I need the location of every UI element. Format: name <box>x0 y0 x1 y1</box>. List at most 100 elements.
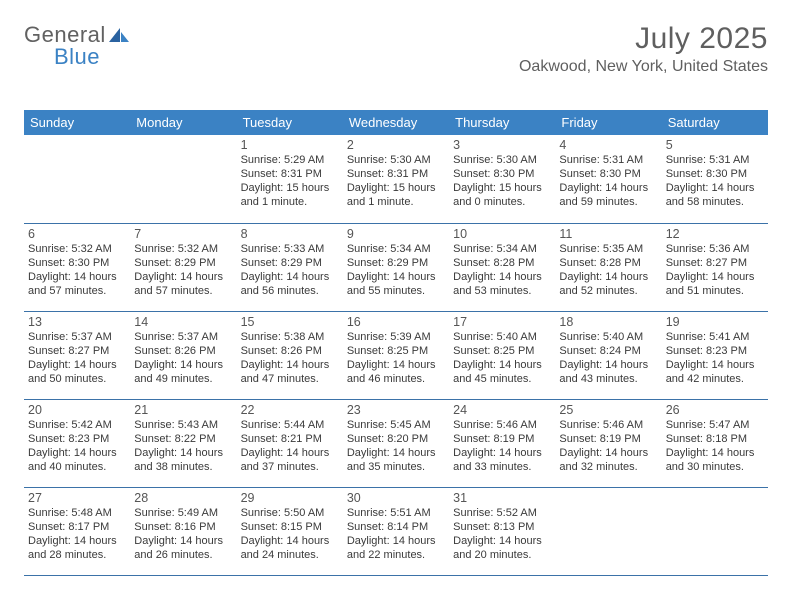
calendar-day-cell: 22Sunrise: 5:44 AMSunset: 8:21 PMDayligh… <box>237 399 343 487</box>
day-number: 11 <box>559 227 657 241</box>
calendar-day-cell: 27Sunrise: 5:48 AMSunset: 8:17 PMDayligh… <box>24 487 130 575</box>
day-number: 2 <box>347 138 445 152</box>
day-detail: Sunrise: 5:39 AMSunset: 8:25 PMDaylight:… <box>347 330 445 386</box>
day-number: 27 <box>28 491 126 505</box>
calendar-day-cell: 14Sunrise: 5:37 AMSunset: 8:26 PMDayligh… <box>130 311 236 399</box>
calendar-day-cell: 4Sunrise: 5:31 AMSunset: 8:30 PMDaylight… <box>555 135 661 223</box>
day-number: 13 <box>28 315 126 329</box>
calendar-week-row: 27Sunrise: 5:48 AMSunset: 8:17 PMDayligh… <box>24 487 768 575</box>
day-header: Tuesday <box>237 110 343 135</box>
calendar-day-cell: 25Sunrise: 5:46 AMSunset: 8:19 PMDayligh… <box>555 399 661 487</box>
day-number: 15 <box>241 315 339 329</box>
day-number: 30 <box>347 491 445 505</box>
day-number: 4 <box>559 138 657 152</box>
day-number: 6 <box>28 227 126 241</box>
calendar-day-cell: 30Sunrise: 5:51 AMSunset: 8:14 PMDayligh… <box>343 487 449 575</box>
day-detail: Sunrise: 5:37 AMSunset: 8:27 PMDaylight:… <box>28 330 126 386</box>
calendar-day-cell: 16Sunrise: 5:39 AMSunset: 8:25 PMDayligh… <box>343 311 449 399</box>
day-number: 23 <box>347 403 445 417</box>
calendar-day-cell <box>130 135 236 223</box>
day-detail: Sunrise: 5:37 AMSunset: 8:26 PMDaylight:… <box>134 330 232 386</box>
day-detail: Sunrise: 5:49 AMSunset: 8:16 PMDaylight:… <box>134 506 232 562</box>
day-number: 26 <box>666 403 764 417</box>
calendar-day-cell: 6Sunrise: 5:32 AMSunset: 8:30 PMDaylight… <box>24 223 130 311</box>
calendar-day-cell <box>555 487 661 575</box>
day-number: 22 <box>241 403 339 417</box>
day-number: 8 <box>241 227 339 241</box>
calendar-day-cell: 26Sunrise: 5:47 AMSunset: 8:18 PMDayligh… <box>662 399 768 487</box>
calendar-day-cell: 17Sunrise: 5:40 AMSunset: 8:25 PMDayligh… <box>449 311 555 399</box>
calendar-day-cell: 21Sunrise: 5:43 AMSunset: 8:22 PMDayligh… <box>130 399 236 487</box>
day-header: Sunday <box>24 110 130 135</box>
day-detail: Sunrise: 5:50 AMSunset: 8:15 PMDaylight:… <box>241 506 339 562</box>
day-header: Saturday <box>662 110 768 135</box>
calendar-day-cell: 11Sunrise: 5:35 AMSunset: 8:28 PMDayligh… <box>555 223 661 311</box>
day-detail: Sunrise: 5:32 AMSunset: 8:29 PMDaylight:… <box>134 242 232 298</box>
calendar-day-cell: 15Sunrise: 5:38 AMSunset: 8:26 PMDayligh… <box>237 311 343 399</box>
day-detail: Sunrise: 5:51 AMSunset: 8:14 PMDaylight:… <box>347 506 445 562</box>
calendar-day-cell: 2Sunrise: 5:30 AMSunset: 8:31 PMDaylight… <box>343 135 449 223</box>
day-header: Monday <box>130 110 236 135</box>
day-detail: Sunrise: 5:40 AMSunset: 8:25 PMDaylight:… <box>453 330 551 386</box>
calendar-day-cell: 31Sunrise: 5:52 AMSunset: 8:13 PMDayligh… <box>449 487 555 575</box>
day-number: 25 <box>559 403 657 417</box>
day-number: 28 <box>134 491 232 505</box>
day-number: 7 <box>134 227 232 241</box>
day-detail: Sunrise: 5:38 AMSunset: 8:26 PMDaylight:… <box>241 330 339 386</box>
day-detail: Sunrise: 5:30 AMSunset: 8:30 PMDaylight:… <box>453 153 551 209</box>
day-detail: Sunrise: 5:34 AMSunset: 8:29 PMDaylight:… <box>347 242 445 298</box>
day-number: 21 <box>134 403 232 417</box>
day-detail: Sunrise: 5:31 AMSunset: 8:30 PMDaylight:… <box>559 153 657 209</box>
page-header: General July 2025 Oakwood, New York, Uni… <box>24 22 768 76</box>
calendar-day-cell: 9Sunrise: 5:34 AMSunset: 8:29 PMDaylight… <box>343 223 449 311</box>
calendar-week-row: 6Sunrise: 5:32 AMSunset: 8:30 PMDaylight… <box>24 223 768 311</box>
calendar-week-row: 1Sunrise: 5:29 AMSunset: 8:31 PMDaylight… <box>24 135 768 223</box>
day-detail: Sunrise: 5:36 AMSunset: 8:27 PMDaylight:… <box>666 242 764 298</box>
calendar-week-row: 20Sunrise: 5:42 AMSunset: 8:23 PMDayligh… <box>24 399 768 487</box>
day-detail: Sunrise: 5:35 AMSunset: 8:28 PMDaylight:… <box>559 242 657 298</box>
day-header: Thursday <box>449 110 555 135</box>
calendar-day-cell: 23Sunrise: 5:45 AMSunset: 8:20 PMDayligh… <box>343 399 449 487</box>
day-number: 20 <box>28 403 126 417</box>
day-number: 10 <box>453 227 551 241</box>
calendar-table: SundayMondayTuesdayWednesdayThursdayFrid… <box>24 110 768 576</box>
day-header: Friday <box>555 110 661 135</box>
day-detail: Sunrise: 5:40 AMSunset: 8:24 PMDaylight:… <box>559 330 657 386</box>
day-detail: Sunrise: 5:42 AMSunset: 8:23 PMDaylight:… <box>28 418 126 474</box>
day-detail: Sunrise: 5:43 AMSunset: 8:22 PMDaylight:… <box>134 418 232 474</box>
day-detail: Sunrise: 5:45 AMSunset: 8:20 PMDaylight:… <box>347 418 445 474</box>
calendar-day-cell: 1Sunrise: 5:29 AMSunset: 8:31 PMDaylight… <box>237 135 343 223</box>
month-title: July 2025 <box>519 22 768 56</box>
day-detail: Sunrise: 5:44 AMSunset: 8:21 PMDaylight:… <box>241 418 339 474</box>
day-detail: Sunrise: 5:46 AMSunset: 8:19 PMDaylight:… <box>453 418 551 474</box>
day-detail: Sunrise: 5:41 AMSunset: 8:23 PMDaylight:… <box>666 330 764 386</box>
day-number: 19 <box>666 315 764 329</box>
calendar-day-cell: 18Sunrise: 5:40 AMSunset: 8:24 PMDayligh… <box>555 311 661 399</box>
day-number: 31 <box>453 491 551 505</box>
day-number: 12 <box>666 227 764 241</box>
day-header: Wednesday <box>343 110 449 135</box>
calendar-day-cell: 8Sunrise: 5:33 AMSunset: 8:29 PMDaylight… <box>237 223 343 311</box>
day-number: 9 <box>347 227 445 241</box>
day-detail: Sunrise: 5:52 AMSunset: 8:13 PMDaylight:… <box>453 506 551 562</box>
calendar-day-cell: 29Sunrise: 5:50 AMSunset: 8:15 PMDayligh… <box>237 487 343 575</box>
calendar-day-cell: 19Sunrise: 5:41 AMSunset: 8:23 PMDayligh… <box>662 311 768 399</box>
day-number: 5 <box>666 138 764 152</box>
day-number: 24 <box>453 403 551 417</box>
title-block: July 2025 Oakwood, New York, United Stat… <box>519 22 768 76</box>
calendar-day-cell: 7Sunrise: 5:32 AMSunset: 8:29 PMDaylight… <box>130 223 236 311</box>
calendar-day-cell: 3Sunrise: 5:30 AMSunset: 8:30 PMDaylight… <box>449 135 555 223</box>
day-header-row: SundayMondayTuesdayWednesdayThursdayFrid… <box>24 110 768 135</box>
day-detail: Sunrise: 5:30 AMSunset: 8:31 PMDaylight:… <box>347 153 445 209</box>
calendar-day-cell: 12Sunrise: 5:36 AMSunset: 8:27 PMDayligh… <box>662 223 768 311</box>
day-detail: Sunrise: 5:47 AMSunset: 8:18 PMDaylight:… <box>666 418 764 474</box>
calendar-day-cell: 10Sunrise: 5:34 AMSunset: 8:28 PMDayligh… <box>449 223 555 311</box>
day-detail: Sunrise: 5:34 AMSunset: 8:28 PMDaylight:… <box>453 242 551 298</box>
sail-icon <box>108 24 130 50</box>
day-number: 16 <box>347 315 445 329</box>
day-number: 18 <box>559 315 657 329</box>
day-number: 1 <box>241 138 339 152</box>
day-detail: Sunrise: 5:29 AMSunset: 8:31 PMDaylight:… <box>241 153 339 209</box>
day-detail: Sunrise: 5:46 AMSunset: 8:19 PMDaylight:… <box>559 418 657 474</box>
day-detail: Sunrise: 5:31 AMSunset: 8:30 PMDaylight:… <box>666 153 764 209</box>
